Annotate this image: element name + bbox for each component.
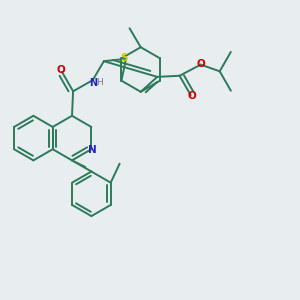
Text: O: O (197, 59, 206, 69)
Text: O: O (56, 65, 65, 75)
Text: O: O (188, 91, 197, 101)
Text: N: N (88, 145, 96, 155)
Text: N: N (89, 78, 97, 88)
Text: H: H (96, 78, 103, 87)
Text: S: S (120, 53, 127, 63)
